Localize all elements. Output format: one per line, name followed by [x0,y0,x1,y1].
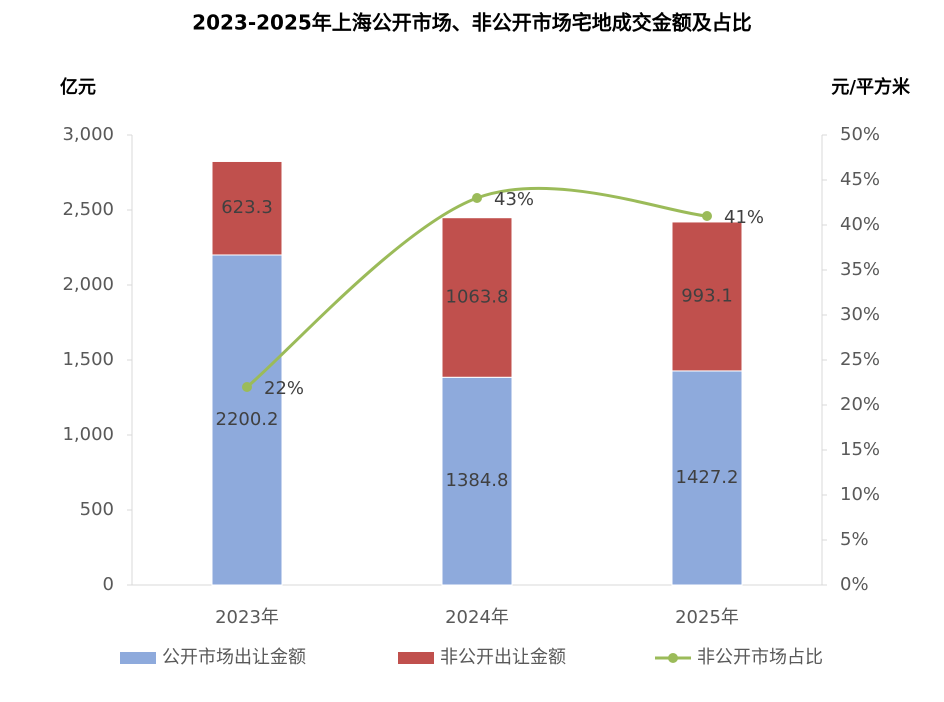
line-marker [702,211,712,221]
bar-segment [441,376,513,586]
bar-segment [211,160,283,256]
x-tick-label: 2024年 [445,607,509,628]
data-label: 993.1 [681,285,733,306]
data-label: 43% [494,189,534,210]
y-tick-label: 1,500 [62,349,114,370]
y2-tick-label: 50% [840,124,880,145]
y-tick-label: 500 [80,499,114,520]
data-label: 2200.2 [216,409,279,430]
y-axis-label: 亿元 [60,76,96,98]
chart-title: 2023-2025年上海公开市场、非公开市场宅地成交金额及占比 [192,11,752,35]
y2-tick-label: 5% [840,529,869,550]
data-label: 22% [264,378,304,399]
data-label: 1427.2 [676,467,739,488]
line-marker [242,382,252,392]
bar-segment [211,254,283,586]
y2-tick-label: 30% [840,304,880,325]
x-tick-label: 2025年 [675,607,739,628]
y2-tick-label: 20% [840,394,880,415]
y2-tick-label: 45% [840,169,880,190]
legend-label: 非公开出让金额 [440,647,566,668]
legend-swatch [668,653,678,663]
data-label: 1063.8 [446,286,509,307]
legend-swatch [398,652,434,664]
y2-tick-label: 10% [840,484,880,505]
legend-label: 公开市场出让金额 [162,647,306,668]
data-label: 41% [724,207,764,228]
data-label: 1384.8 [446,470,509,491]
bar-segment [671,370,743,586]
x-tick-label: 2023年 [215,607,279,628]
y2-tick-label: 40% [840,214,880,235]
data-label: 623.3 [221,197,273,218]
y2-tick-label: 0% [840,574,869,595]
y-tick-label: 2,000 [62,274,114,295]
line-marker [472,193,482,203]
y-tick-label: 0 [103,574,114,595]
y2-tick-label: 35% [840,259,880,280]
y-tick-label: 2,500 [62,199,114,220]
legend-swatch [120,652,156,664]
bar-segment [671,221,743,372]
legend-label: 非公开市场占比 [697,647,823,668]
y2-tick-label: 15% [840,439,880,460]
bar-segment [441,217,513,378]
y2-tick-label: 25% [840,349,880,370]
y-tick-label: 1,000 [62,424,114,445]
y-tick-label: 3,000 [62,124,114,145]
y2-axis-label: 元/平方米 [831,76,911,98]
